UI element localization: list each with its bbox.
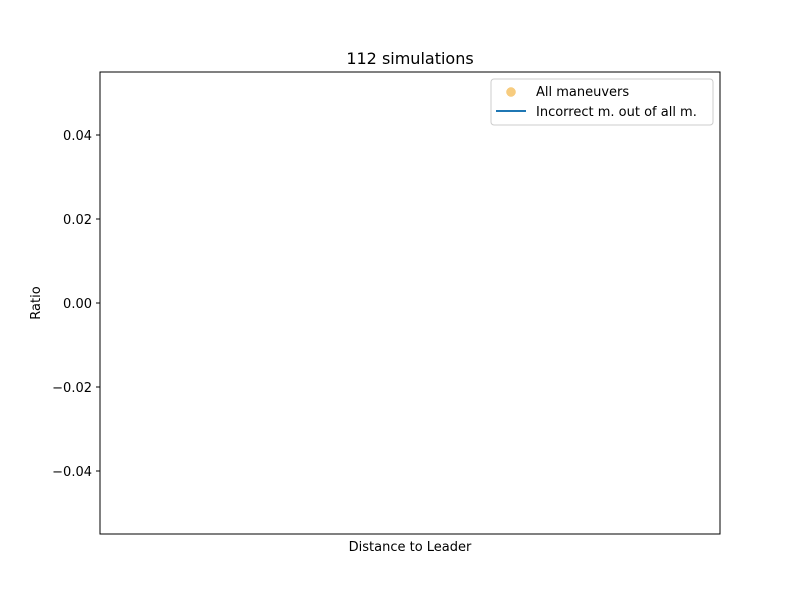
y-tick-label: −0.04 xyxy=(52,465,92,480)
y-tick-label: 0.00 xyxy=(63,297,92,312)
y-axis-ticks: −0.04 −0.02 0.00 0.02 0.04 xyxy=(52,129,100,480)
y-tick-label: 0.02 xyxy=(63,213,92,228)
legend: All maneuvers Incorrect m. out of all m. xyxy=(490,78,714,126)
legend-label-incorrect-maneuvers: Incorrect m. out of all m. xyxy=(536,105,697,120)
y-tick-label: −0.02 xyxy=(52,381,92,396)
plot-area: −0.04 −0.02 0.00 0.02 0.04 xyxy=(52,71,721,535)
legend-marker-all-maneuvers xyxy=(506,87,516,97)
legend-label-all-maneuvers: All maneuvers xyxy=(536,85,629,100)
x-axis-label: Distance to Leader xyxy=(349,540,472,555)
legend-frame xyxy=(490,78,714,126)
y-tick-label: 0.04 xyxy=(63,129,92,144)
chart-title: 112 simulations xyxy=(346,49,473,68)
y-axis-label: Ratio xyxy=(29,286,44,319)
